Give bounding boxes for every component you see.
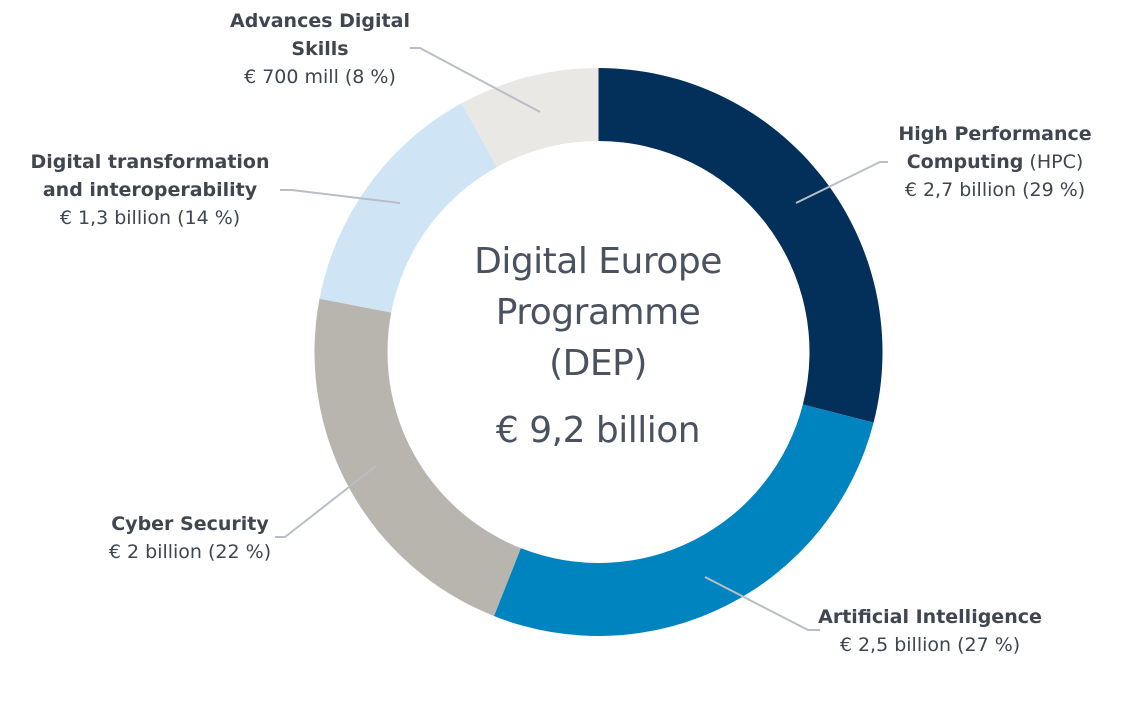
label-dti-value: € 1,3 billion (14 %) — [59, 207, 241, 229]
label-skills-value: € 700 mill (8 %) — [244, 66, 396, 88]
center-total: € 9,2 billion — [495, 410, 701, 451]
label-cyber-value: € 2 billion (22 %) — [108, 541, 272, 563]
label-hpc-abbrev: (HPC) — [1023, 151, 1084, 173]
donut-segments — [314, 68, 883, 636]
label-hpc-name-line2: Computing (HPC) — [870, 148, 1120, 176]
leader-ai — [704, 576, 820, 631]
label-skills: Advances Digital Skills € 700 mill (8 %) — [200, 7, 440, 91]
leader-dti — [280, 189, 401, 204]
label-dti-name-line1: Digital transformation — [30, 151, 270, 173]
donut-center-label: Digital Europe Programme (DEP) € 9,2 bil… — [398, 236, 798, 456]
leader-skills — [410, 47, 541, 113]
label-hpc-value: € 2,7 billion (29 %) — [904, 179, 1086, 201]
label-ai-name: Artificial Intelligence — [818, 606, 1042, 628]
label-hpc-name-bold: Computing — [906, 151, 1024, 173]
label-hpc: High Performance Computing (HPC) € 2,7 b… — [870, 120, 1120, 204]
segment-skills — [461, 68, 599, 168]
center-title-line2: Programme — [495, 292, 701, 333]
label-cyber: Cyber Security € 2 billion (22 %) — [80, 510, 300, 566]
label-dti-name-line2: and interoperability — [42, 179, 258, 201]
segment-dti — [319, 103, 497, 313]
segment-ai — [493, 404, 874, 636]
label-ai: Artificial Intelligence € 2,5 billion (2… — [800, 603, 1060, 659]
segment-cyber — [314, 298, 521, 617]
center-title-line3: (DEP) — [549, 343, 647, 384]
label-dti: Digital transformation and interoperabil… — [20, 148, 280, 232]
segment-hpc — [598, 68, 883, 423]
label-skills-name-line1: Advances Digital — [230, 10, 410, 32]
leader-hpc — [795, 161, 888, 204]
label-skills-name-line2: Skills — [291, 38, 349, 60]
center-title-line1: Digital Europe — [474, 241, 722, 282]
label-hpc-name-line1: High Performance — [898, 123, 1092, 145]
leader-lines — [275, 47, 888, 631]
label-cyber-name: Cyber Security — [111, 513, 269, 535]
label-ai-value: € 2,5 billion (27 %) — [839, 634, 1021, 656]
leader-cyber — [275, 465, 377, 538]
